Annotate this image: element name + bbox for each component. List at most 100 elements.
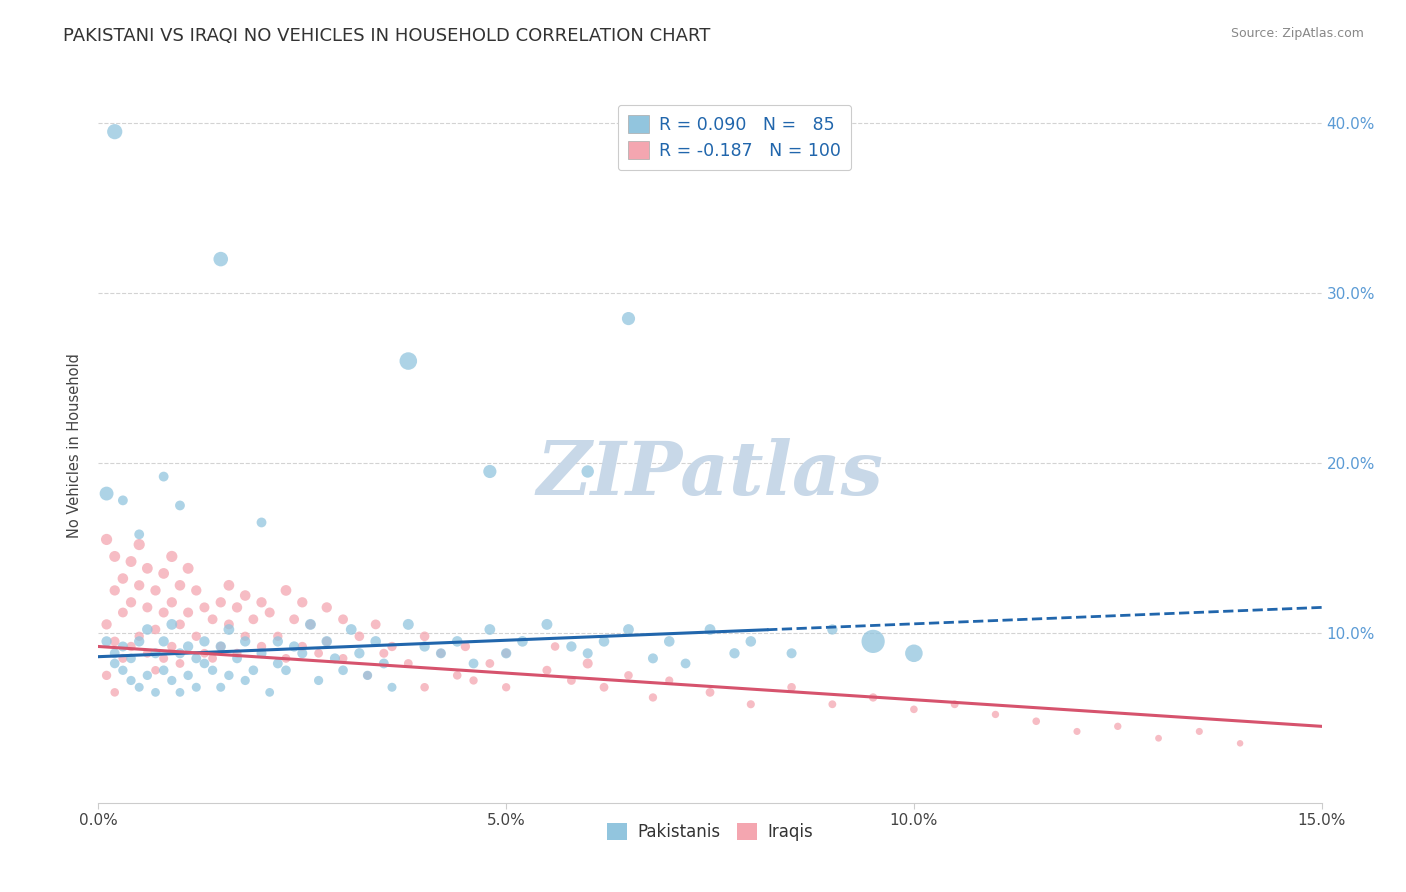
Point (308, 646, 330, 660)
Point (658, 634, 681, 648)
Point (128, 634, 150, 648)
Point (373, 657, 395, 671)
Point (356, 668, 378, 682)
Point (274, 663, 297, 677)
Point (104, 549, 127, 564)
Point (984, 707, 1007, 722)
Point (242, 612, 264, 626)
Point (193, 600, 215, 615)
Point (274, 583, 297, 598)
Point (332, 612, 354, 626)
Point (193, 634, 215, 648)
Point (233, 629, 256, 643)
Point (544, 640, 567, 654)
Point (413, 629, 436, 643)
Point (780, 680, 803, 694)
Point (576, 465, 599, 479)
Point (209, 252, 232, 266)
Point (226, 646, 249, 660)
Point (136, 668, 159, 682)
Point (299, 617, 322, 632)
Point (218, 578, 240, 592)
Point (259, 685, 281, 699)
Point (186, 680, 208, 694)
Point (111, 572, 134, 586)
Point (593, 634, 616, 648)
Point (201, 612, 224, 626)
Point (152, 634, 174, 648)
Point (160, 673, 183, 688)
Point (209, 640, 232, 654)
Point (454, 640, 477, 654)
Point (396, 657, 419, 671)
Point (267, 629, 290, 643)
Point (291, 646, 314, 660)
Point (740, 634, 762, 648)
Point (201, 663, 224, 677)
Point (291, 595, 314, 609)
Point (96, 634, 118, 648)
Point (111, 493, 134, 508)
Point (111, 640, 134, 654)
Point (226, 600, 249, 615)
Point (128, 629, 150, 643)
Point (145, 623, 167, 637)
Point (128, 578, 150, 592)
Point (160, 549, 183, 564)
Point (120, 595, 142, 609)
Point (381, 680, 404, 694)
Point (186, 651, 208, 665)
Point (495, 680, 517, 694)
Point (96, 617, 118, 632)
Point (128, 537, 150, 551)
Point (576, 646, 599, 660)
Point (193, 657, 215, 671)
Point (446, 668, 468, 682)
Point (536, 663, 558, 677)
Point (478, 657, 501, 671)
Point (152, 663, 174, 677)
Point (233, 589, 256, 603)
Point (862, 634, 884, 648)
Point (780, 646, 803, 660)
Point (446, 634, 468, 648)
Point (152, 606, 174, 620)
Point (136, 623, 159, 637)
Point (617, 668, 640, 682)
Point (323, 651, 346, 665)
Point (104, 583, 127, 598)
Point (186, 629, 208, 643)
Point (349, 646, 371, 660)
Point (396, 617, 419, 632)
Point (332, 651, 354, 665)
Point (177, 561, 200, 575)
Point (364, 634, 387, 648)
Point (104, 657, 127, 671)
Point (250, 640, 273, 654)
Point (169, 578, 191, 592)
Point (136, 561, 159, 575)
Point (413, 640, 436, 654)
Point (1147, 731, 1170, 746)
Point (218, 617, 240, 632)
Point (478, 465, 501, 479)
Point (340, 623, 363, 637)
Point (169, 646, 191, 660)
Point (463, 657, 485, 671)
Point (96, 668, 118, 682)
Point (723, 646, 745, 660)
Point (120, 673, 142, 688)
Point (283, 640, 305, 654)
Point (396, 354, 419, 368)
Text: ZIPatlas: ZIPatlas (537, 438, 883, 511)
Point (145, 663, 167, 677)
Point (226, 651, 249, 665)
Point (267, 657, 290, 671)
Point (145, 583, 167, 598)
Point (283, 612, 305, 626)
Point (177, 668, 200, 682)
Point (267, 634, 290, 648)
Point (209, 640, 232, 654)
Point (903, 702, 925, 716)
Point (821, 698, 844, 712)
